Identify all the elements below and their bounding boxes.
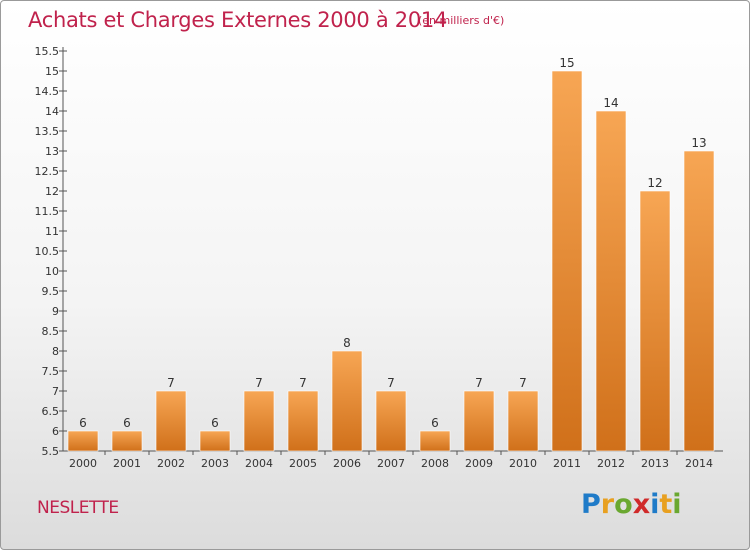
bar [463,390,495,452]
bar [287,390,319,452]
x-tick-label: 2009 [465,457,493,470]
bar-value-label: 7 [475,376,483,390]
x-tick-label: 2012 [597,457,625,470]
y-tick-label: 14.5 [35,85,60,98]
y-tick-label: 9.5 [42,285,60,298]
x-tick-label: 2005 [289,457,317,470]
bar-value-label: 6 [123,416,131,430]
logo-letter: i [650,489,660,520]
y-tick-label: 13 [45,145,59,158]
bar-value-label: 7 [167,376,175,390]
bar [419,430,451,452]
bar-value-label: 14 [603,96,618,110]
logo-letter: t [659,489,673,520]
y-tick-label: 10 [45,265,59,278]
bar [111,430,143,452]
chart-axes: 5.5 6 6.5 7 7.5 8 8.5 9 9.5 10 10.5 11 11.5 12 12.5 13 1… [35,45,723,458]
bar-value-label: 6 [211,416,219,430]
y-tick-label: 7.5 [42,365,60,378]
y-tick-label: 12.5 [35,165,60,178]
logo-letter: i [672,489,682,520]
x-tick-label: 2011 [553,457,581,470]
logo-letter: P [581,489,601,520]
page-title: Achats et Charges Externes 2000 à 2014 [28,8,448,32]
bar [331,350,363,452]
bar [243,390,275,452]
proxiti-logo: Proxiti [581,489,682,520]
x-tick-label: 2002 [157,457,185,470]
y-tick-label: 11 [45,225,59,238]
x-tick-label: 2010 [509,457,537,470]
logo-letter: r [600,489,615,520]
chart-bars [67,70,715,452]
y-tick-label: 10.5 [35,245,60,258]
y-tick-label: 6.5 [42,405,60,418]
chart-labels: 6 2000 6 2001 7 2002 6 2003 7 2004 7 2005 8 2006 7 2007… [69,56,713,470]
y-tick-label: 15 [45,65,59,78]
bar [155,390,187,452]
bar-value-label: 7 [255,376,263,390]
commune-name: NESLETTE [37,498,119,518]
bar-value-label: 7 [299,376,307,390]
x-tick-label: 2003 [201,457,229,470]
bar-value-label: 7 [387,376,395,390]
chart-subtitle: (en milliers d'€) [418,14,505,27]
y-tick-label: 14 [45,105,59,118]
x-tick-label: 2008 [421,457,449,470]
y-tick-label: 9 [52,305,59,318]
bar [67,430,99,452]
bar-value-label: 6 [79,416,87,430]
y-tick-label: 5.5 [42,445,60,458]
bar-value-label: 8 [343,336,351,350]
y-tick-label: 8.5 [42,325,60,338]
logo-letter: x [632,489,651,520]
x-tick-label: 2001 [113,457,141,470]
x-tick-label: 2014 [685,457,713,470]
y-tick-label: 11.5 [35,205,60,218]
x-tick-label: 2007 [377,457,405,470]
bar [551,70,583,452]
bar [683,150,715,452]
bar-value-label: 12 [647,176,662,190]
x-tick-label: 2000 [69,457,97,470]
bar [507,390,539,452]
logo-letter: o [614,489,633,520]
x-tick-label: 2013 [641,457,669,470]
x-tick-label: 2004 [245,457,273,470]
x-tick-label: 2006 [333,457,361,470]
y-tick-label: 13.5 [35,125,60,138]
bar [639,190,671,452]
y-tick-label: 8 [52,345,59,358]
y-tick-label: 12 [45,185,59,198]
bar-value-label: 7 [519,376,527,390]
y-tick-label: 7 [52,385,59,398]
y-tick-label: 15.5 [35,45,60,58]
bar-value-label: 15 [559,56,574,70]
bar-value-label: 13 [691,136,706,150]
y-tick-label: 6 [52,425,59,438]
bar [199,430,231,452]
bar-value-label: 6 [431,416,439,430]
bar [375,390,407,452]
bar [595,110,627,452]
